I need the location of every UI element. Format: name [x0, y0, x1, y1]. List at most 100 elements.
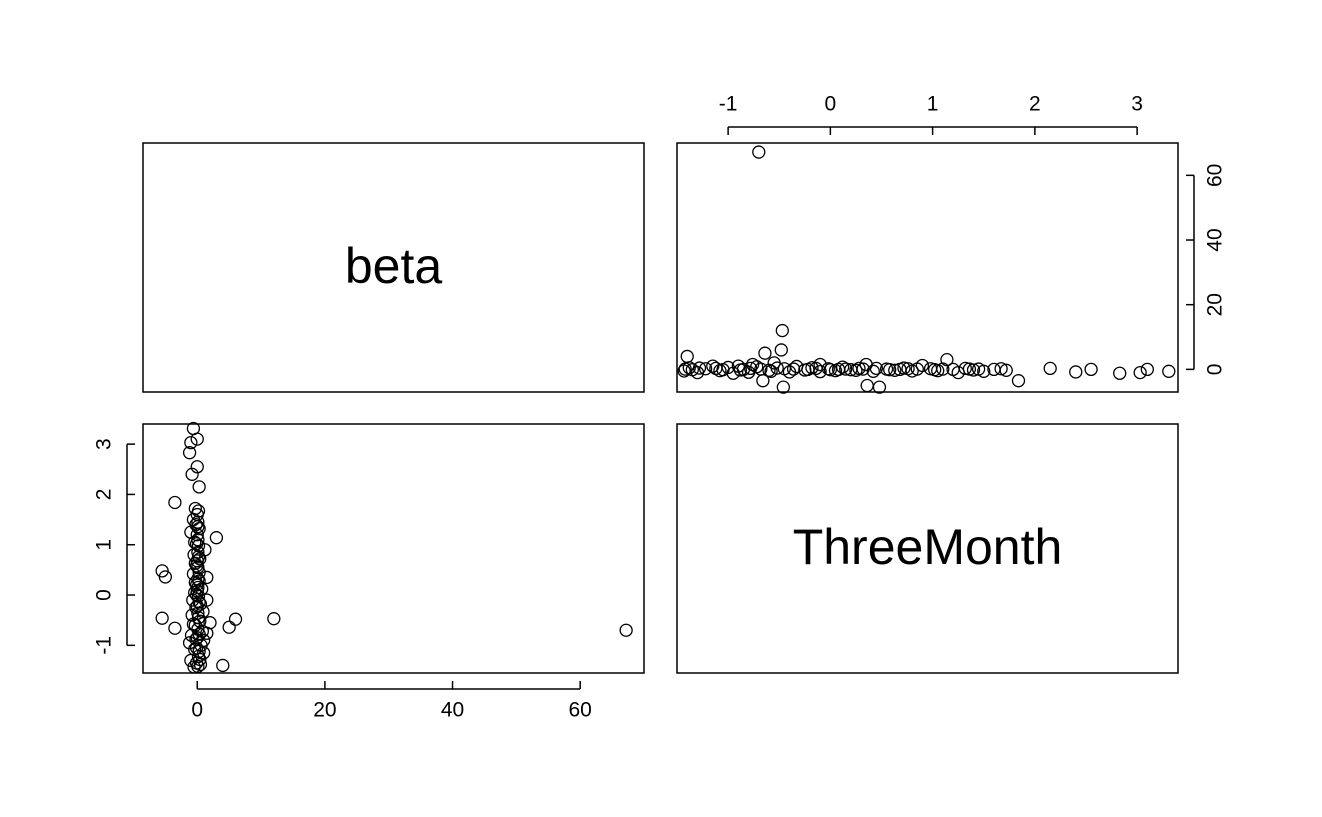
data-point [716, 363, 730, 377]
data-point [893, 362, 907, 377]
data-point [191, 606, 205, 620]
data-point [619, 623, 633, 637]
data-point [764, 364, 778, 378]
data-point [888, 363, 902, 377]
data-point [758, 346, 772, 360]
data-point [775, 323, 789, 338]
x-tick-label-threemonth-vs-beta: 1 [927, 93, 939, 116]
data-point [839, 362, 853, 376]
data-point [743, 361, 758, 376]
data-point [209, 531, 224, 545]
data-point [962, 362, 977, 376]
data-point [191, 515, 205, 529]
y-tick-label-beta-vs-threemonth: -1 [93, 636, 116, 655]
data-point [182, 446, 197, 460]
data-point [191, 659, 205, 674]
data-point [189, 559, 204, 573]
y-tick-label-threemonth-vs-beta: 60 [1204, 164, 1227, 187]
data-point [158, 570, 172, 584]
data-point [1043, 361, 1057, 376]
x-tick-label-beta-vs-threemonth: 20 [313, 699, 336, 722]
points-threemonth-vs-beta [677, 145, 1176, 394]
data-point [189, 537, 204, 551]
data-point [678, 362, 692, 376]
data-point [155, 611, 169, 625]
data-point [186, 567, 201, 581]
diag-label-beta: beta [345, 238, 443, 294]
data-point [191, 539, 206, 553]
data-point [228, 612, 243, 626]
x-tick-label-threemonth-vs-beta: 0 [825, 93, 837, 116]
data-point [940, 353, 954, 367]
data-point [698, 362, 713, 376]
data-point [1140, 362, 1154, 377]
data-point [928, 363, 942, 377]
data-point [191, 519, 205, 534]
x-tick-label-beta-vs-threemonth: 40 [441, 699, 464, 722]
data-point [192, 480, 206, 494]
data-point [786, 362, 801, 376]
data-point [852, 361, 866, 376]
data-point [1011, 374, 1026, 388]
data-point [192, 627, 206, 641]
points-beta-vs-threemonth [155, 421, 633, 674]
data-point [958, 361, 972, 376]
data-point [168, 495, 182, 510]
y-tick-label-beta-vs-threemonth: 0 [93, 589, 116, 601]
data-point [680, 349, 694, 364]
data-point [752, 145, 766, 159]
data-point [823, 363, 838, 377]
data-point [267, 612, 281, 626]
y-tick-label-beta-vs-threemonth: 1 [93, 539, 116, 551]
panel-frame-bottom-left [142, 423, 645, 674]
data-point [774, 343, 788, 357]
data-point [191, 504, 206, 518]
data-point [754, 362, 768, 376]
y-tick-label-threemonth-vs-beta: 20 [1204, 293, 1227, 316]
data-point [184, 435, 198, 450]
data-point [866, 364, 880, 378]
data-point [849, 363, 863, 377]
panel-frame-top-right [676, 142, 1179, 393]
data-point [869, 361, 884, 376]
data-point [999, 363, 1013, 377]
panel-frame-top-left [142, 142, 645, 393]
data-point [776, 380, 790, 394]
data-point [692, 361, 707, 375]
y-tick-label-threemonth-vs-beta: 40 [1204, 228, 1227, 251]
data-point [813, 357, 827, 372]
diag-label-threemonth: ThreeMonth [793, 519, 1063, 575]
data-point [189, 588, 204, 602]
x-tick-label-threemonth-vs-beta: 3 [1131, 93, 1143, 116]
data-point [801, 362, 815, 377]
data-point [936, 362, 950, 376]
data-point [777, 362, 792, 376]
data-point [1113, 366, 1127, 380]
data-point [872, 380, 887, 394]
y-tick-label-beta-vs-threemonth: 2 [93, 489, 116, 501]
x-tick-label-threemonth-vs-beta: -1 [719, 93, 738, 116]
data-point [190, 460, 204, 474]
panel-frame-bottom-right [676, 423, 1179, 674]
data-point [222, 620, 236, 634]
data-point [186, 617, 201, 631]
data-point [733, 363, 748, 377]
data-point [193, 597, 208, 611]
data-point [901, 362, 915, 376]
data-point [685, 363, 699, 377]
data-point [216, 658, 230, 673]
data-point [1069, 365, 1083, 379]
y-tick-label-beta-vs-threemonth: 3 [93, 438, 116, 450]
data-point [188, 501, 202, 516]
data-point [182, 636, 197, 650]
data-point [883, 363, 897, 377]
x-tick-label-beta-vs-threemonth: 0 [191, 699, 203, 722]
data-point [809, 361, 823, 376]
x-tick-label-beta-vs-threemonth: 60 [568, 699, 591, 722]
data-point [189, 641, 204, 655]
x-tick-label-threemonth-vs-beta: 2 [1029, 93, 1041, 116]
data-point [1084, 362, 1098, 377]
data-point [860, 378, 874, 393]
axes-layer: -1 0 1 2 3 0 20 40 60 0 20 40 60 -1 0 1 2 3 [93, 93, 1227, 722]
data-point [168, 621, 182, 635]
